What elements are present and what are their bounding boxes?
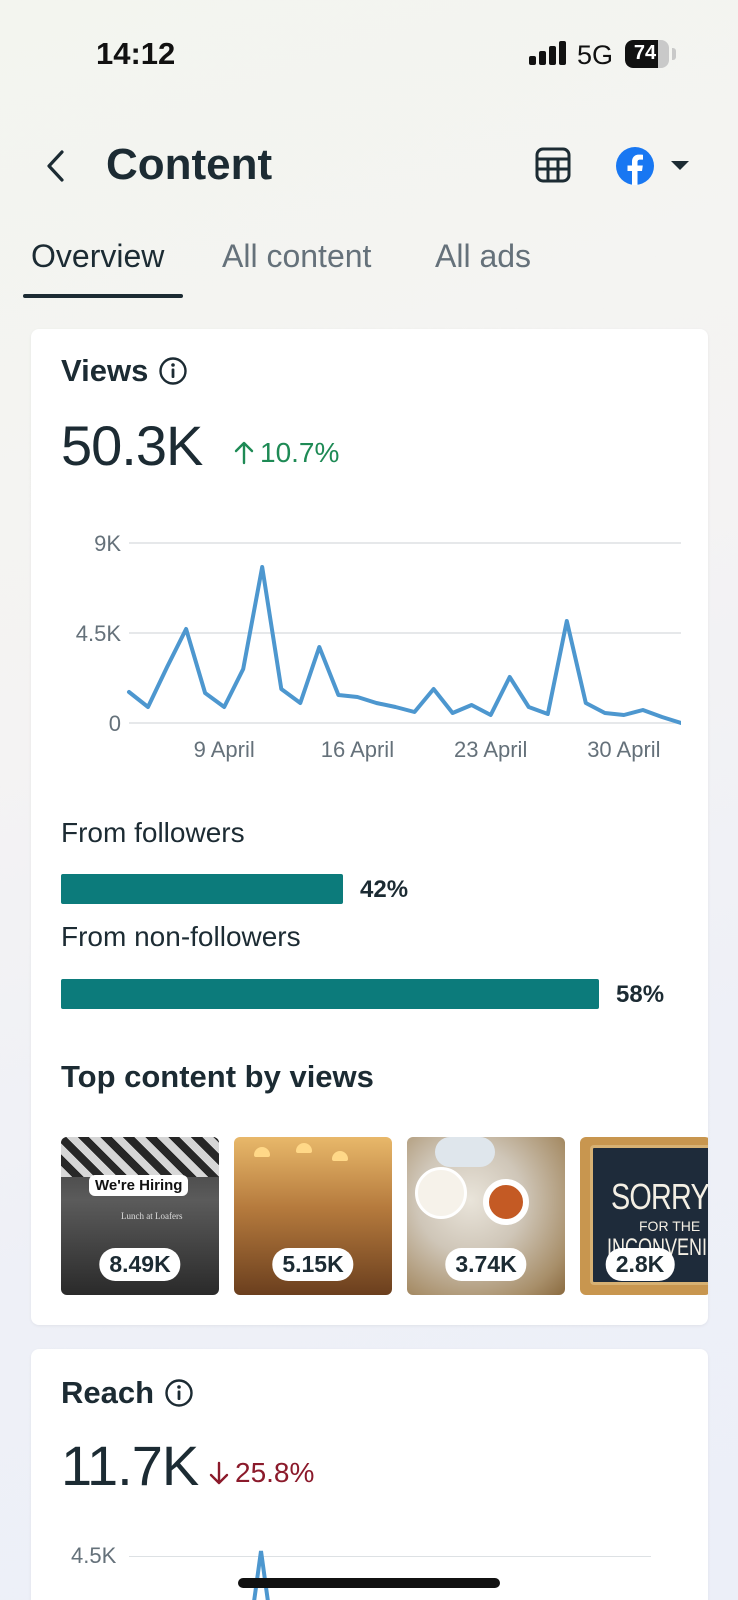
status-time: 14:12 xyxy=(96,36,176,71)
top-content-carousel[interactable]: We're Hiring Lunch at Loafers 8.49K 5.15… xyxy=(61,1137,708,1297)
chart-ytick-label: 9K xyxy=(94,531,121,556)
tab-all-content[interactable]: All content xyxy=(222,238,372,274)
status-bar: 14:12 5G 74 xyxy=(0,0,738,100)
top-content-title: Top content by views xyxy=(61,1059,374,1094)
reach-delta-value: 25.8% xyxy=(235,1457,315,1488)
chart-xtick-label: 23 April xyxy=(454,737,527,762)
views-label-row: Views xyxy=(61,353,188,389)
from-non-followers-bar xyxy=(61,979,621,1009)
from-non-followers-label: From non-followers xyxy=(61,921,301,952)
table-icon xyxy=(535,147,571,183)
chart-ytick-label: 0 xyxy=(109,711,121,736)
home-indicator xyxy=(238,1578,500,1588)
table-view-button[interactable] xyxy=(534,146,572,184)
battery-icon: 74 xyxy=(625,40,669,68)
views-value: 50.3K xyxy=(61,414,203,477)
top-content-item[interactable]: 3.74K xyxy=(407,1137,565,1295)
tab-overview[interactable]: Overview xyxy=(31,238,165,274)
tab-active-indicator xyxy=(23,294,183,298)
top-content-item[interactable]: 5.15K xyxy=(234,1137,392,1295)
reach-label: Reach xyxy=(61,1375,155,1410)
reach-value: 11.7K xyxy=(61,1434,199,1497)
network-type: 5G xyxy=(577,40,614,70)
caret-down-icon xyxy=(671,161,689,170)
account-switcher[interactable] xyxy=(615,146,691,186)
facebook-icon xyxy=(616,147,654,185)
battery-tip xyxy=(672,48,676,60)
thumb-views-badge: 2.8K xyxy=(605,1248,675,1281)
thumb-lamp-image xyxy=(296,1143,312,1153)
sign-text-line2: FOR THE xyxy=(639,1218,701,1234)
info-icon[interactable] xyxy=(164,1378,194,1408)
sign-text-line1: SORRY xyxy=(611,1176,708,1217)
thumb-teapot-image xyxy=(435,1137,495,1167)
chart-ytick-label: 4.5K xyxy=(76,621,122,646)
reach-gridline xyxy=(129,1556,651,1557)
thumb-lamp-image xyxy=(332,1151,348,1161)
from-followers-pct: 42% xyxy=(360,876,409,903)
info-icon[interactable] xyxy=(158,356,188,386)
views-label: Views xyxy=(61,353,149,388)
signal-icon xyxy=(529,41,567,65)
views-delta: 10.7% xyxy=(234,437,339,469)
reach-card[interactable]: Reach 11.7K 25.8% 4.5K xyxy=(31,1349,708,1600)
views-card[interactable]: Views 50.3K 10.7% 9K 4.5K 0 9 April 16 April… xyxy=(31,329,708,1325)
tab-all-ads[interactable]: All ads xyxy=(435,238,532,274)
thumb-shop-sign: Lunch at Loafers xyxy=(121,1211,183,1221)
page-title: Content xyxy=(106,140,273,189)
thumb-building-image xyxy=(61,1137,219,1177)
battery-level xyxy=(625,40,658,68)
from-non-followers-pct: 58% xyxy=(616,981,665,1008)
from-followers-bar xyxy=(61,874,621,904)
top-content-item[interactable]: We're Hiring Lunch at Loafers 8.49K xyxy=(61,1137,219,1295)
arrow-up-icon xyxy=(234,441,254,465)
reach-label-row: Reach xyxy=(61,1375,194,1411)
reach-line-peak xyxy=(252,1550,270,1600)
thumb-lamp-image xyxy=(254,1147,270,1157)
battery-percent: 74 xyxy=(633,42,657,64)
reach-ytick: 4.5K xyxy=(71,1543,117,1568)
from-followers-label: From followers xyxy=(61,817,245,848)
thumb-views-badge: 5.15K xyxy=(272,1248,354,1281)
thumb-tea-image xyxy=(483,1179,529,1225)
from-non-followers-bar-fill xyxy=(61,979,599,1009)
chevron-left-icon xyxy=(47,150,64,182)
thumb-overlay-text: We're Hiring xyxy=(89,1175,189,1196)
thumb-views-badge: 3.74K xyxy=(445,1248,527,1281)
back-button[interactable] xyxy=(38,146,74,186)
arrow-down-icon xyxy=(209,1461,229,1485)
from-followers-bar-fill xyxy=(61,874,343,904)
thumb-views-badge: 8.49K xyxy=(99,1248,181,1281)
header: Content xyxy=(0,130,738,202)
tab-bar: Overview All content All ads xyxy=(0,238,738,300)
chart-xtick-label: 30 April xyxy=(587,737,660,762)
chart-xtick-label: 16 April xyxy=(321,737,394,762)
views-line-chart[interactable]: 9K 4.5K 0 9 April 16 April 23 April 30 April xyxy=(61,525,681,785)
views-delta-value: 10.7% xyxy=(260,437,340,468)
reach-delta: 25.8% xyxy=(209,1457,314,1489)
top-content-item[interactable]: SORRY FOR THE INCONVENIENCE 2.8K xyxy=(580,1137,708,1295)
thumb-cup-image xyxy=(415,1167,467,1219)
chart-xtick-label: 9 April xyxy=(194,737,255,762)
chart-series-line[interactable] xyxy=(127,565,681,725)
